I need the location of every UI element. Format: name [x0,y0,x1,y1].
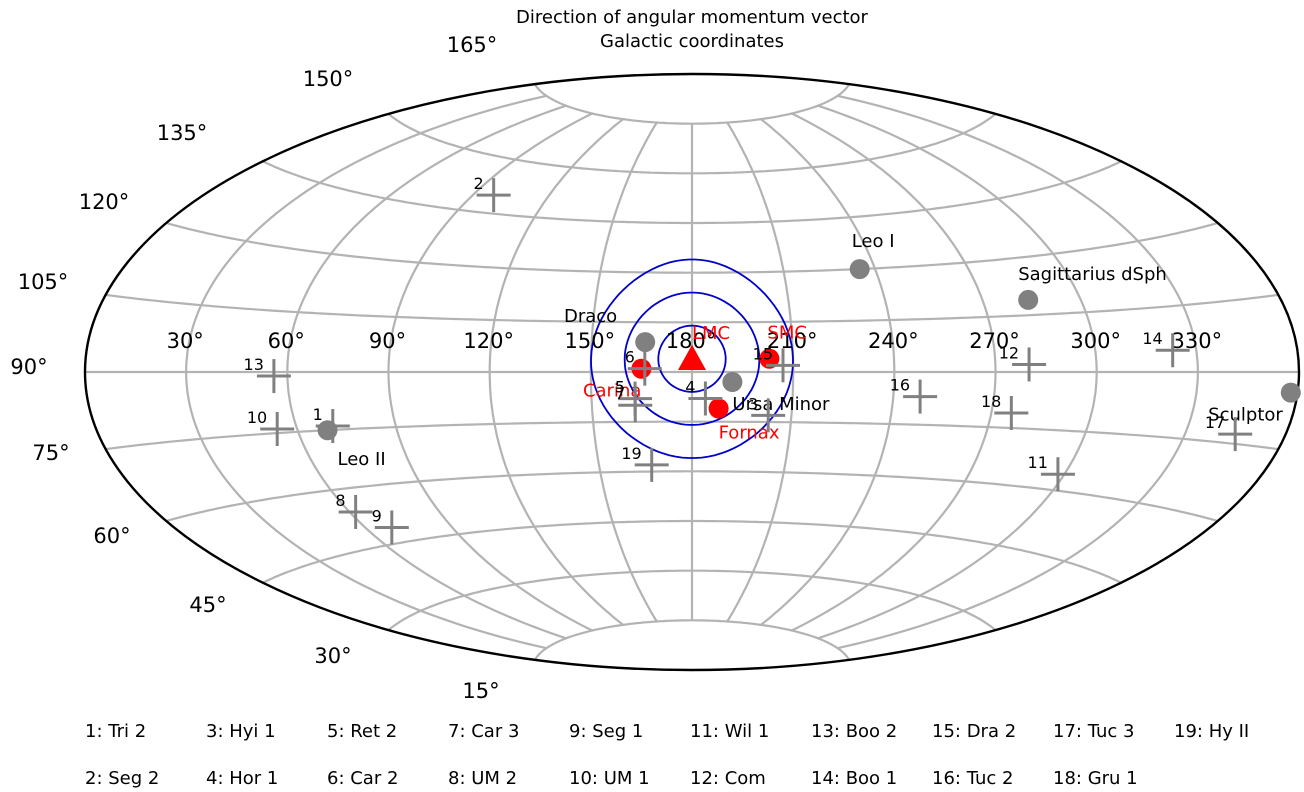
data-markers: Leo I Sagittarius dSph Draco Ursa Minor Scul… [244,174,1301,545]
legend-entry: 7: Car 3 [448,721,519,742]
magellanic-marker [708,398,729,419]
ufd-label: 9 [372,506,382,525]
contour-10 [657,324,727,393]
ufd-label: 1 [313,405,323,424]
contour-30 [590,258,794,459]
meridian-240 [760,118,896,626]
ufd-label: 10 [247,408,267,427]
x-tick-label: 240° [868,329,919,353]
legend-entry: 1: Tri 2 [85,721,146,742]
legend-entry: 18: Gru 1 [1053,768,1138,789]
legend-entry: 6: Car 2 [327,768,398,789]
chart-title: Direction of angular momentum vector [516,7,869,28]
x-tick-label: 90° [369,329,406,353]
legend-entry: 5: Ret 2 [327,721,397,742]
y-tick-label: 120° [79,190,130,214]
y-tick-label: 165° [447,33,498,57]
classical-label: Draco [564,306,617,327]
legend-entry: 10: UM 1 [569,768,650,789]
ufd-label: 16 [890,376,910,395]
x-tick-label: 120° [463,329,514,353]
meridian-60 [286,104,567,640]
meridian-210 [726,121,795,623]
y-tick-label: 30° [314,644,351,668]
magellanic-label: SMC [767,323,807,344]
ufd-label: 15 [753,344,773,363]
ufd-label: 13 [244,355,264,374]
ufd-label: 11 [1028,453,1048,472]
meridian-270 [791,112,997,632]
ufd-label: 17 [1205,413,1225,432]
legend-entry: 4: Hor 1 [206,768,278,789]
classical-marker [635,332,656,353]
ufd-label: 18 [981,392,1001,411]
legend-entry: 9: Seg 1 [569,721,643,742]
legend-entry: 3: Hyi 1 [206,721,276,742]
ufd-label: 4 [685,378,695,397]
y-tick-label: 60° [93,524,130,548]
y-tick-label: 90° [10,355,47,379]
meridian-150 [589,121,658,623]
x-tick-label: 300° [1070,329,1121,353]
legend-entry: 13: Boo 2 [811,721,897,742]
y-tick-label: 15° [462,679,499,703]
legend-entry: 17: Tuc 3 [1053,721,1134,742]
ufd-label: 7 [615,384,625,403]
classical-label: Sagittarius dSph [1018,264,1167,285]
y-tick-label: 135° [157,121,208,145]
ufd-label: 12 [999,344,1019,363]
x-tick-label: 30° [167,329,204,353]
classical-marker [1018,289,1039,310]
meridian-90 [387,112,593,632]
classical-label: Leo I [852,231,895,252]
legend-entry: 12: Com [690,768,766,789]
x-tick-label: 270° [969,329,1020,353]
sky-boundary [83,72,1301,672]
ufd-label: 2 [474,174,484,193]
chart-subtitle: Galactic coordinates [600,31,784,52]
y-tick-label: 45° [189,593,226,617]
classical-label: Leo II [338,449,386,470]
meridian-120 [488,118,624,626]
classical-marker [1280,382,1301,403]
confidence-contours [590,258,794,459]
legend-entry: 11: Wil 1 [690,721,769,742]
classical-marker [722,372,743,392]
magellanic-label: Fornax [719,423,780,444]
ufd-label: 6 [625,348,635,367]
meridian-300 [817,104,1098,640]
magellanic-label: LMC [692,323,730,344]
graticule [83,72,1301,672]
magellanic-triangle-marker [678,344,706,370]
ufd-label: 5 [615,378,625,397]
ufd-label: 8 [335,491,345,510]
x-tick-label: 210° [767,329,818,353]
legend-entry: 14: Boo 1 [811,768,897,789]
ufd-label: 3 [748,394,758,413]
contour-20 [623,291,761,426]
magellanic-marker [759,348,780,369]
meridian-330 [837,94,1199,650]
legend-entry: 2: Seg 2 [85,768,159,789]
legend-entry: 19: Hy II [1174,721,1249,742]
x-tick-label: 150° [565,329,616,353]
tick-labels: 30° 60° 90° 120° 150° 180° 210° 240° 270° 300° 330… [10,33,1222,703]
ufd-legend: 1: Tri 2 3: Hyi 1 5: Ret 2 7: Car 3 9: Seg 1… [85,721,1249,789]
ufd-label: 19 [621,444,641,463]
magellanic-label: Carina [583,381,641,402]
legend-entry: 16: Tuc 2 [932,768,1013,789]
classical-marker [849,259,870,280]
classical-label: Ursa Minor [732,394,830,415]
meridian-30 [185,94,547,650]
ufd-label: 14 [1142,329,1162,348]
legend-entry: 8: UM 2 [448,768,517,789]
x-tick-label: 60° [268,329,305,353]
legend-entry: 15: Dra 2 [932,721,1016,742]
y-tick-label: 150° [303,67,354,91]
y-tick-label: 105° [18,270,69,294]
y-tick-label: 75° [32,441,69,465]
classical-label: Sculptor [1208,405,1283,426]
